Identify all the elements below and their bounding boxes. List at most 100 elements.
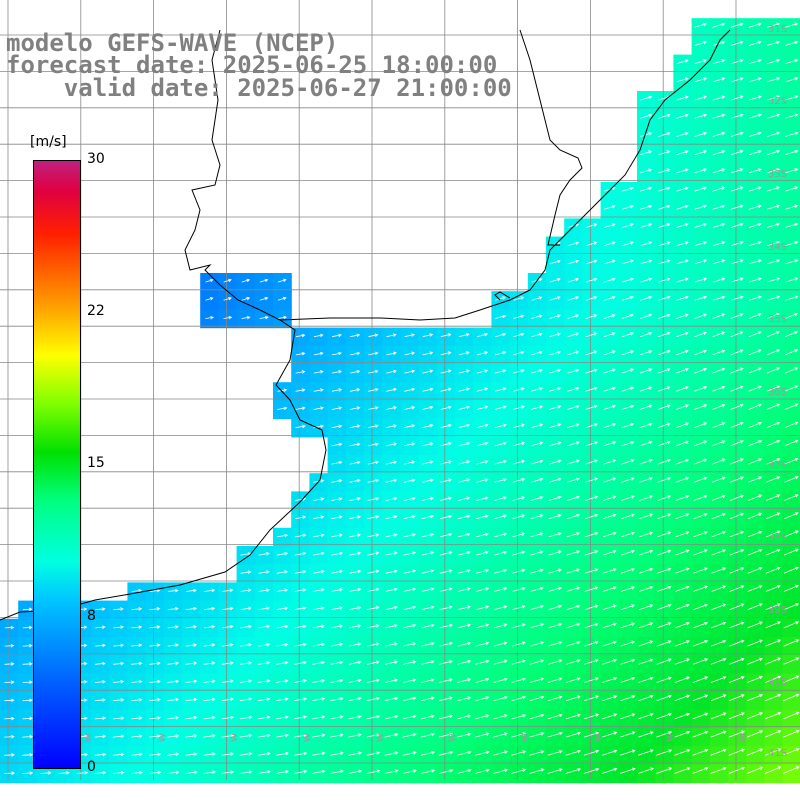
wind-arrow <box>548 623 563 629</box>
wind-arrow <box>422 478 434 483</box>
speed-cell <box>600 236 620 256</box>
speed-cell <box>746 254 765 274</box>
speed-cell <box>782 200 800 219</box>
speed-cell <box>709 273 729 292</box>
speed-cell <box>618 364 638 383</box>
wind-arrow <box>583 731 600 738</box>
speed-cell <box>345 491 365 511</box>
speed-cell <box>127 582 147 602</box>
speed-cell <box>400 655 420 674</box>
speed-cell <box>418 400 438 420</box>
speed-cell <box>473 345 492 365</box>
speed-cell <box>782 491 800 511</box>
speed-cell <box>145 655 165 674</box>
wind-arrow <box>475 732 490 738</box>
speed-cell <box>418 546 438 565</box>
wind-arrow <box>421 660 435 665</box>
wind-arrow <box>241 296 251 301</box>
wind-arrow <box>693 567 708 574</box>
wind-arrow <box>712 186 726 192</box>
wind-arrow <box>513 350 525 356</box>
speed-cell <box>145 673 165 693</box>
speed-cell <box>455 327 474 347</box>
wind-arrow <box>694 168 707 174</box>
wind-arrow <box>350 351 361 356</box>
speed-cell <box>236 564 256 583</box>
wind-arrow <box>511 605 526 611</box>
speed-cell <box>345 527 365 547</box>
speed-cell <box>309 564 329 583</box>
wind-arrow <box>603 332 616 338</box>
speed-cell <box>327 345 347 365</box>
wind-arrow <box>439 660 453 665</box>
speed-cell <box>455 600 474 620</box>
wind-arrow <box>675 585 690 592</box>
wind-arrow <box>548 586 563 592</box>
wind-arrow <box>348 624 362 629</box>
speed-cell <box>418 600 438 620</box>
speed-cell <box>200 691 219 711</box>
speed-cell <box>309 327 329 347</box>
speed-cell <box>728 127 747 147</box>
wind-arrow <box>784 367 799 374</box>
speed-cell <box>182 637 201 656</box>
speed-cell <box>564 236 583 256</box>
wind-arrow <box>530 441 544 447</box>
speed-cell <box>673 327 693 347</box>
wind-arrow <box>421 514 435 520</box>
speed-cell <box>637 564 656 583</box>
wind-arrow <box>783 711 800 720</box>
colorbar-units: [m/s] <box>30 134 67 150</box>
speed-cell <box>509 509 529 529</box>
wind-arrow <box>239 752 253 756</box>
wind-arrow <box>785 312 799 319</box>
wind-arrow <box>785 222 799 228</box>
wind-arrow <box>675 404 689 410</box>
wind-arrow <box>276 588 289 592</box>
wind-arrow <box>221 752 235 756</box>
wind-arrow <box>729 494 745 501</box>
wind-arrow <box>112 752 125 757</box>
wind-arrow <box>656 712 672 720</box>
wind-arrow <box>476 387 489 392</box>
speed-cell <box>91 618 110 638</box>
wind-arrow <box>349 478 361 483</box>
wind-arrow <box>149 607 161 611</box>
speed-cell <box>509 709 529 729</box>
speed-cell <box>18 618 37 638</box>
wind-arrow <box>421 623 435 629</box>
speed-cell <box>291 527 310 547</box>
speed-cell <box>782 109 800 128</box>
speed-cell <box>473 364 492 383</box>
wind-arrow <box>402 714 417 720</box>
speed-cell <box>691 746 711 765</box>
wind-arrow <box>494 496 507 501</box>
wind-arrow <box>494 387 507 392</box>
speed-cell <box>236 764 256 784</box>
speed-cell <box>109 691 128 711</box>
speed-cell <box>764 764 784 784</box>
wind-arrow <box>458 478 471 483</box>
wind-arrow <box>658 295 671 301</box>
speed-cell <box>655 746 674 765</box>
wind-arrow <box>730 22 744 28</box>
wind-arrow <box>549 259 561 265</box>
wind-arrow <box>276 679 289 683</box>
speed-cell <box>527 364 547 383</box>
speed-cell <box>436 637 456 656</box>
speed-cell <box>254 564 274 583</box>
speed-cell <box>273 564 292 583</box>
speed-cell <box>618 564 638 583</box>
wind-arrow <box>493 587 508 592</box>
wind-arrow <box>330 588 344 592</box>
wind-arrow <box>640 295 653 301</box>
wind-arrow <box>350 333 361 338</box>
wind-arrow <box>748 421 762 429</box>
wind-arrow <box>693 585 708 592</box>
speed-cell <box>746 473 765 492</box>
speed-cell <box>182 600 201 620</box>
wind-arrow <box>458 442 471 447</box>
wind-arrow <box>439 641 453 647</box>
wind-arrow <box>674 658 690 665</box>
wind-arrow <box>257 697 271 702</box>
